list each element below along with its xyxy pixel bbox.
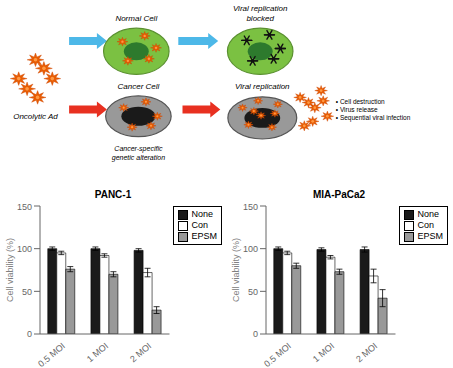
html-text:None: None [417,209,439,219]
svg-text:0.5 MOI: 0.5 MOI [36,341,67,368]
svg-text:Cell viability (%): Cell viability (%) [231,238,241,302]
svg-text:150: 150 [243,202,258,212]
svg-text:0: 0 [27,329,32,339]
svg-text:Oncolytic Ad: Oncolytic Ad [13,112,58,121]
svg-text:Viral replicationblocked: Viral replicationblocked [233,4,288,23]
svg-text:Cell viability (%): Cell viability (%) [8,238,15,302]
svg-text:100: 100 [17,244,32,254]
html-text:EPSM: EPSM [191,231,217,241]
svg-text:50: 50 [248,287,258,297]
svg-text:• Cell destruction• Virus rele: • Cell destruction• Virus release• Seque… [336,98,411,122]
svg-text:150: 150 [17,202,32,212]
html-text:None: None [191,209,213,219]
html-text:MIA-PaCa2: MIA-PaCa2 [312,189,366,200]
svg-text:0.5 MOI: 0.5 MOI [262,341,293,368]
html-text:PANC-1: PANC-1 [94,189,132,200]
html-text:EPSM: EPSM [417,231,443,241]
svg-text:2 MOI: 2 MOI [354,341,379,364]
html-text:Con: Con [191,220,208,230]
svg-text:Cancer-specificgenetic alterat: Cancer-specificgenetic alteration [112,145,165,162]
svg-text:50: 50 [22,287,32,297]
svg-text:Cancer Cell: Cancer Cell [118,82,160,91]
html-text:Con: Con [417,220,434,230]
svg-text:0: 0 [253,329,258,339]
svg-text:Normal Cell: Normal Cell [115,14,157,23]
svg-text:100: 100 [243,244,258,254]
svg-text:1 MOI: 1 MOI [85,341,110,364]
svg-text:2 MOI: 2 MOI [128,341,153,364]
svg-text:1 MOI: 1 MOI [311,341,336,364]
svg-text:Viral replication: Viral replication [235,82,290,91]
